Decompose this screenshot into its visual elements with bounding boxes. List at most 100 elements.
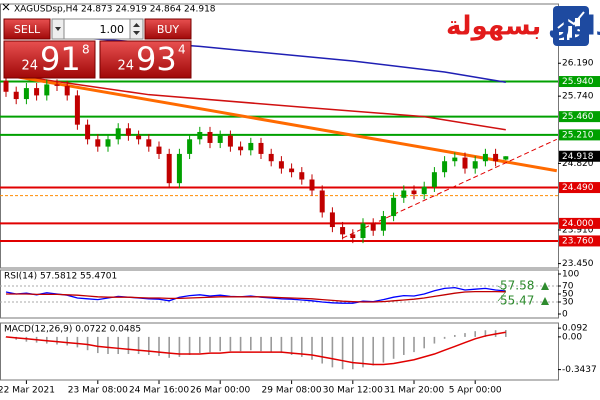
candle-body [452, 157, 458, 162]
histogram-bar [362, 336, 364, 368]
candle-body [401, 190, 407, 198]
logo-word2: بسهولة [446, 12, 541, 42]
candle-body [125, 128, 131, 136]
buy-price-box[interactable] [99, 40, 192, 79]
candle-body [482, 153, 488, 162]
histogram-bar [229, 336, 232, 352]
candle-body [442, 161, 448, 173]
histogram-bar [66, 336, 68, 346]
histogram-bar [260, 336, 262, 352]
lot-input[interactable] [51, 18, 144, 40]
y-tick-label: 23.910 [562, 225, 594, 235]
sell-price-prefix: 24 [21, 59, 38, 74]
candle-body [360, 223, 366, 239]
y-tick-label: 0.092 [562, 324, 588, 334]
candle-body [187, 139, 193, 154]
x-tick-label: 26 Mar 00:00 [190, 386, 250, 396]
candle-body [197, 131, 203, 140]
histogram-bar [86, 336, 89, 351]
candle-body [319, 190, 325, 213]
level-label-box [559, 235, 600, 247]
histogram-bar [148, 336, 150, 355]
sell-price-box[interactable] [3, 40, 96, 79]
x-tick-label: 5 Apr 00:00 [449, 386, 502, 396]
sell-label: SELL [14, 23, 41, 36]
candle-body [74, 95, 80, 125]
level-label: 25.460 [562, 112, 594, 122]
level-label: 25.210 [562, 130, 594, 140]
histogram-bar [117, 336, 119, 355]
candle-body [411, 190, 417, 195]
histogram-bar [403, 336, 405, 355]
y-tick-label: 25.740 [562, 92, 594, 102]
histogram-bar [56, 336, 58, 345]
candle-body [115, 128, 121, 140]
level-label-box [559, 217, 600, 229]
level-label-box [559, 129, 600, 141]
value-label-leader [497, 285, 506, 292]
lot-spinner[interactable] [129, 18, 144, 40]
trade-panel: SELL 1.00 BUY 24 91 8 24 93 4 [3, 18, 192, 79]
plot-layer: 26.190 25.740 24.820 23.910 23.450 25.940 25.4… [0, 3, 600, 396]
histogram-bar [290, 336, 293, 355]
buy-price-big: 93 [136, 40, 177, 78]
histogram-bar [209, 336, 211, 353]
candle-body [54, 84, 60, 86]
histogram-bar [382, 336, 385, 363]
histogram-bar [137, 336, 140, 355]
overlay-line [342, 138, 558, 239]
panel-frame [0, 3, 559, 269]
y-tick-label: 100 [562, 270, 579, 280]
histogram-bar [199, 336, 201, 354]
value-label: 55.47 [500, 294, 534, 308]
candle-body [105, 139, 111, 147]
candle-body [217, 135, 223, 143]
sell-button[interactable] [3, 18, 51, 40]
candle-body [503, 156, 509, 160]
histogram-bar [352, 336, 354, 370]
candle-body [64, 85, 70, 96]
histogram-bar [474, 331, 476, 337]
candle-body [350, 234, 356, 239]
current-price-label: 24.918 [562, 152, 594, 162]
signal-line [5, 331, 506, 366]
candle-body [227, 135, 233, 147]
level-label: 24.490 [562, 183, 594, 193]
histogram-bar [413, 336, 415, 353]
candle-body [309, 179, 315, 191]
histogram-bar [178, 336, 181, 357]
histogram-bar [433, 336, 436, 344]
histogram-bar [270, 336, 272, 353]
level-label-box [559, 182, 600, 194]
histogram-bar [239, 336, 242, 352]
spinner-arrows [133, 23, 140, 35]
candle-body [3, 80, 9, 92]
x-tick-label: 23 Mar 08:00 [68, 386, 128, 396]
candle-body [207, 131, 213, 143]
buy-button[interactable] [144, 18, 192, 40]
logo: التداول بسهولة [446, 6, 600, 46]
histogram-bar [464, 333, 466, 337]
x-tick-label: 30 Mar 12:00 [323, 386, 383, 396]
buy-price-sup: 4 [178, 43, 186, 57]
histogram-bar [454, 334, 456, 337]
candle-body [268, 153, 274, 162]
candle-body [156, 146, 162, 154]
histogram-bar [331, 336, 334, 368]
level-label-box [559, 76, 600, 88]
sell-price-sup: 8 [82, 43, 90, 57]
panel-frame [0, 322, 559, 381]
candle-body [238, 146, 244, 151]
sell-price-big: 91 [40, 40, 81, 78]
logo-arrow [557, 11, 585, 29]
candle-body [391, 197, 397, 217]
histogram-bar [158, 336, 160, 356]
candle-body [13, 91, 19, 100]
candle-body [421, 186, 427, 195]
histogram-bar [188, 336, 191, 355]
level-label: 24.000 [562, 219, 594, 229]
candle-body [136, 135, 142, 140]
y-tick-label: 30 [562, 298, 574, 308]
close-icon[interactable] [2, 3, 10, 11]
histogram-bar [97, 336, 99, 354]
